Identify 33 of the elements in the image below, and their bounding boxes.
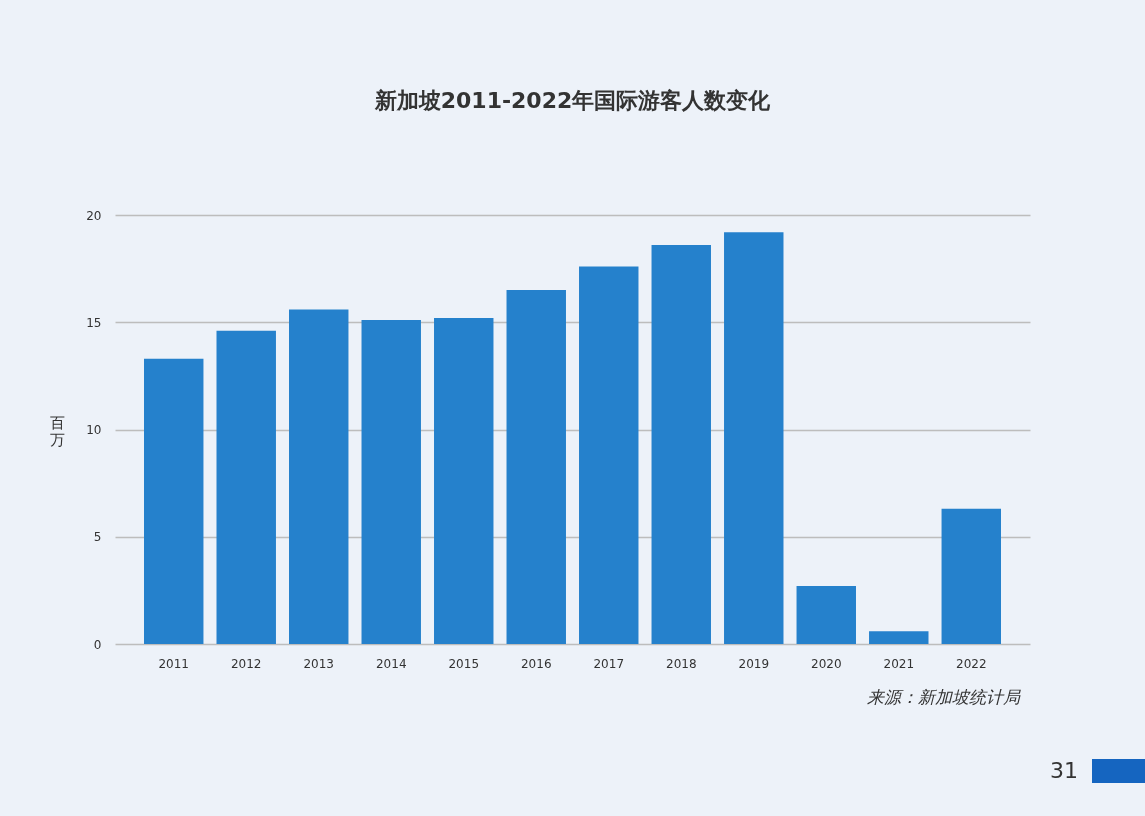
- x-tick-label: 2014: [375, 656, 407, 671]
- y-tick-label: 10: [86, 423, 102, 437]
- x-tick-label: 2022: [956, 656, 987, 671]
- x-tick-label: 2013: [303, 656, 335, 671]
- x-tick-label: 2017: [593, 656, 625, 671]
- bar: [579, 266, 639, 644]
- x-tick-label: 2011: [158, 656, 189, 671]
- x-tick-label: 2015: [448, 656, 480, 671]
- bar: [434, 317, 494, 644]
- x-tick-label: 2016: [520, 656, 552, 671]
- x-tick-label: 2020: [810, 656, 842, 671]
- bar: [724, 232, 784, 644]
- y-axis-title: 百万: [50, 413, 65, 449]
- x-tick-label: 2012: [230, 656, 262, 671]
- x-tick-label: 2018: [665, 656, 697, 671]
- source-note: 来源：新加坡统计局: [867, 686, 1020, 709]
- x-tick-label: 2021: [883, 656, 915, 671]
- y-tick-label: 15: [86, 315, 102, 330]
- y-tick-label: 0: [93, 637, 102, 652]
- bar: [506, 290, 566, 644]
- bar: [361, 320, 421, 644]
- bar: [216, 330, 276, 644]
- bar: [144, 358, 204, 644]
- bar: [289, 309, 349, 644]
- bar: [941, 508, 1001, 644]
- bar: [651, 245, 711, 644]
- chart-title: 新加坡2011-2022年国际游客人数变化: [373, 88, 772, 113]
- x-tick-label: 2019: [738, 656, 770, 671]
- y-tick-label: 20: [86, 208, 102, 223]
- bar: [796, 586, 856, 644]
- y-tick-label: 5: [93, 530, 102, 545]
- text: 31: [1050, 758, 1078, 783]
- bar: [869, 631, 929, 644]
